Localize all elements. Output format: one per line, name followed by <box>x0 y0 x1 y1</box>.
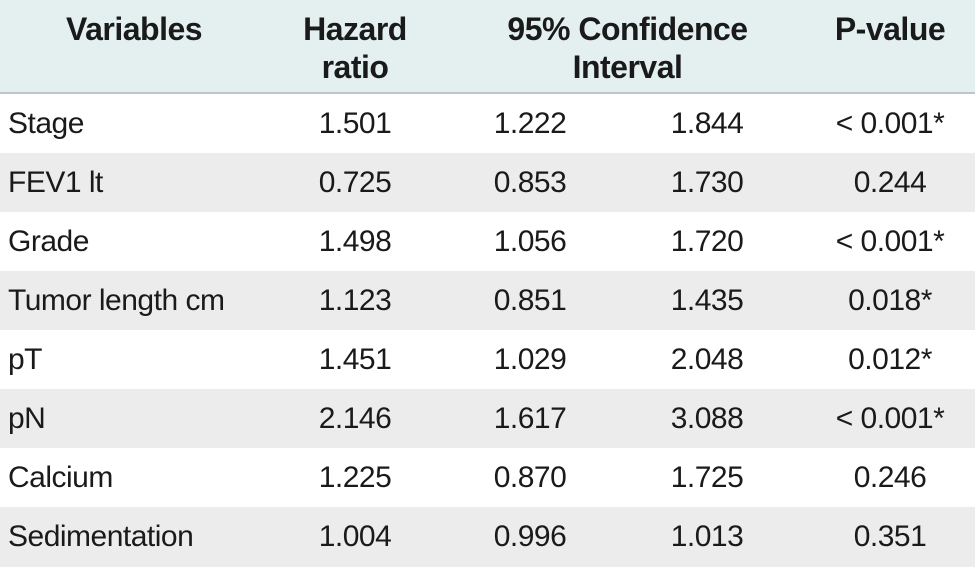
cell-variable: Calcium <box>8 461 113 494</box>
cell-hazard-ratio: 1.123 <box>318 284 392 317</box>
cell-variable: Sedimentation <box>8 520 194 553</box>
cell-variable: Stage <box>8 107 84 140</box>
cell-ci-high: 1.730 <box>670 166 744 199</box>
cell-ci-high: 1.725 <box>670 461 744 494</box>
cell-variable: FEV1 lt <box>8 166 103 199</box>
table-row: FEV1 lt 0.725 0.853 1.730 0.244 <box>0 153 975 212</box>
cell-p-value: < 0.001* <box>835 107 945 140</box>
cell-ci-high: 1.013 <box>670 520 744 553</box>
cell-ci-low: 0.851 <box>493 284 567 317</box>
cell-ci-low: 1.222 <box>493 107 567 140</box>
cell-hazard-ratio: 1.451 <box>318 343 392 376</box>
cell-p-value: 0.018* <box>848 284 932 317</box>
cell-p-value: 0.012* <box>848 343 932 376</box>
table-row: pN 2.146 1.617 3.088 < 0.001* <box>0 389 975 448</box>
cell-p-value: 0.246 <box>853 461 927 494</box>
cell-variable: pT <box>8 343 43 376</box>
cell-hazard-ratio: 1.004 <box>318 520 392 553</box>
cell-ci-low: 1.056 <box>493 225 567 258</box>
cell-ci-low: 0.853 <box>493 166 567 199</box>
cell-ci-high: 2.048 <box>670 343 744 376</box>
table-row: Grade 1.498 1.056 1.720 < 0.001* <box>0 212 975 271</box>
table-row: Stage 1.501 1.222 1.844 < 0.001* <box>0 94 975 153</box>
cell-ci-high: 1.435 <box>670 284 744 317</box>
cell-ci-high: 3.088 <box>670 402 744 435</box>
cell-p-value: < 0.001* <box>835 402 945 435</box>
table-row: Calcium 1.225 0.870 1.725 0.246 <box>0 448 975 507</box>
cell-ci-low: 0.870 <box>493 461 567 494</box>
cell-ci-high: 1.844 <box>670 107 744 140</box>
cell-hazard-ratio: 1.225 <box>318 461 392 494</box>
table-header: Variables Hazard ratio 95% Confidence In… <box>0 0 975 94</box>
cell-p-value: < 0.001* <box>835 225 945 258</box>
cell-hazard-ratio: 1.501 <box>318 107 392 140</box>
cell-variable: Tumor length cm <box>8 284 225 317</box>
cell-ci-low: 1.029 <box>493 343 567 376</box>
cell-p-value: 0.351 <box>853 520 927 553</box>
header-confidence-interval: 95% Confidence Interval <box>507 11 748 85</box>
cell-variable: pN <box>8 402 46 435</box>
table-row: Tumor length cm 1.123 0.851 1.435 0.018* <box>0 271 975 330</box>
cell-p-value: 0.244 <box>853 166 927 199</box>
table-row: pT 1.451 1.029 2.048 0.012* <box>0 330 975 389</box>
table-row: Sedimentation 1.004 0.996 1.013 0.351 <box>0 507 975 567</box>
cell-ci-low: 0.996 <box>493 520 567 553</box>
header-p-value: P-value <box>834 11 946 47</box>
cell-hazard-ratio: 0.725 <box>318 166 392 199</box>
cell-hazard-ratio: 2.146 <box>318 402 392 435</box>
cell-variable: Grade <box>8 225 89 258</box>
header-hazard-ratio: Hazard ratio <box>303 11 407 85</box>
header-variables: Variables <box>66 11 203 47</box>
cell-ci-low: 1.617 <box>493 402 567 435</box>
cell-hazard-ratio: 1.498 <box>318 225 392 258</box>
cell-ci-high: 1.720 <box>670 225 744 258</box>
